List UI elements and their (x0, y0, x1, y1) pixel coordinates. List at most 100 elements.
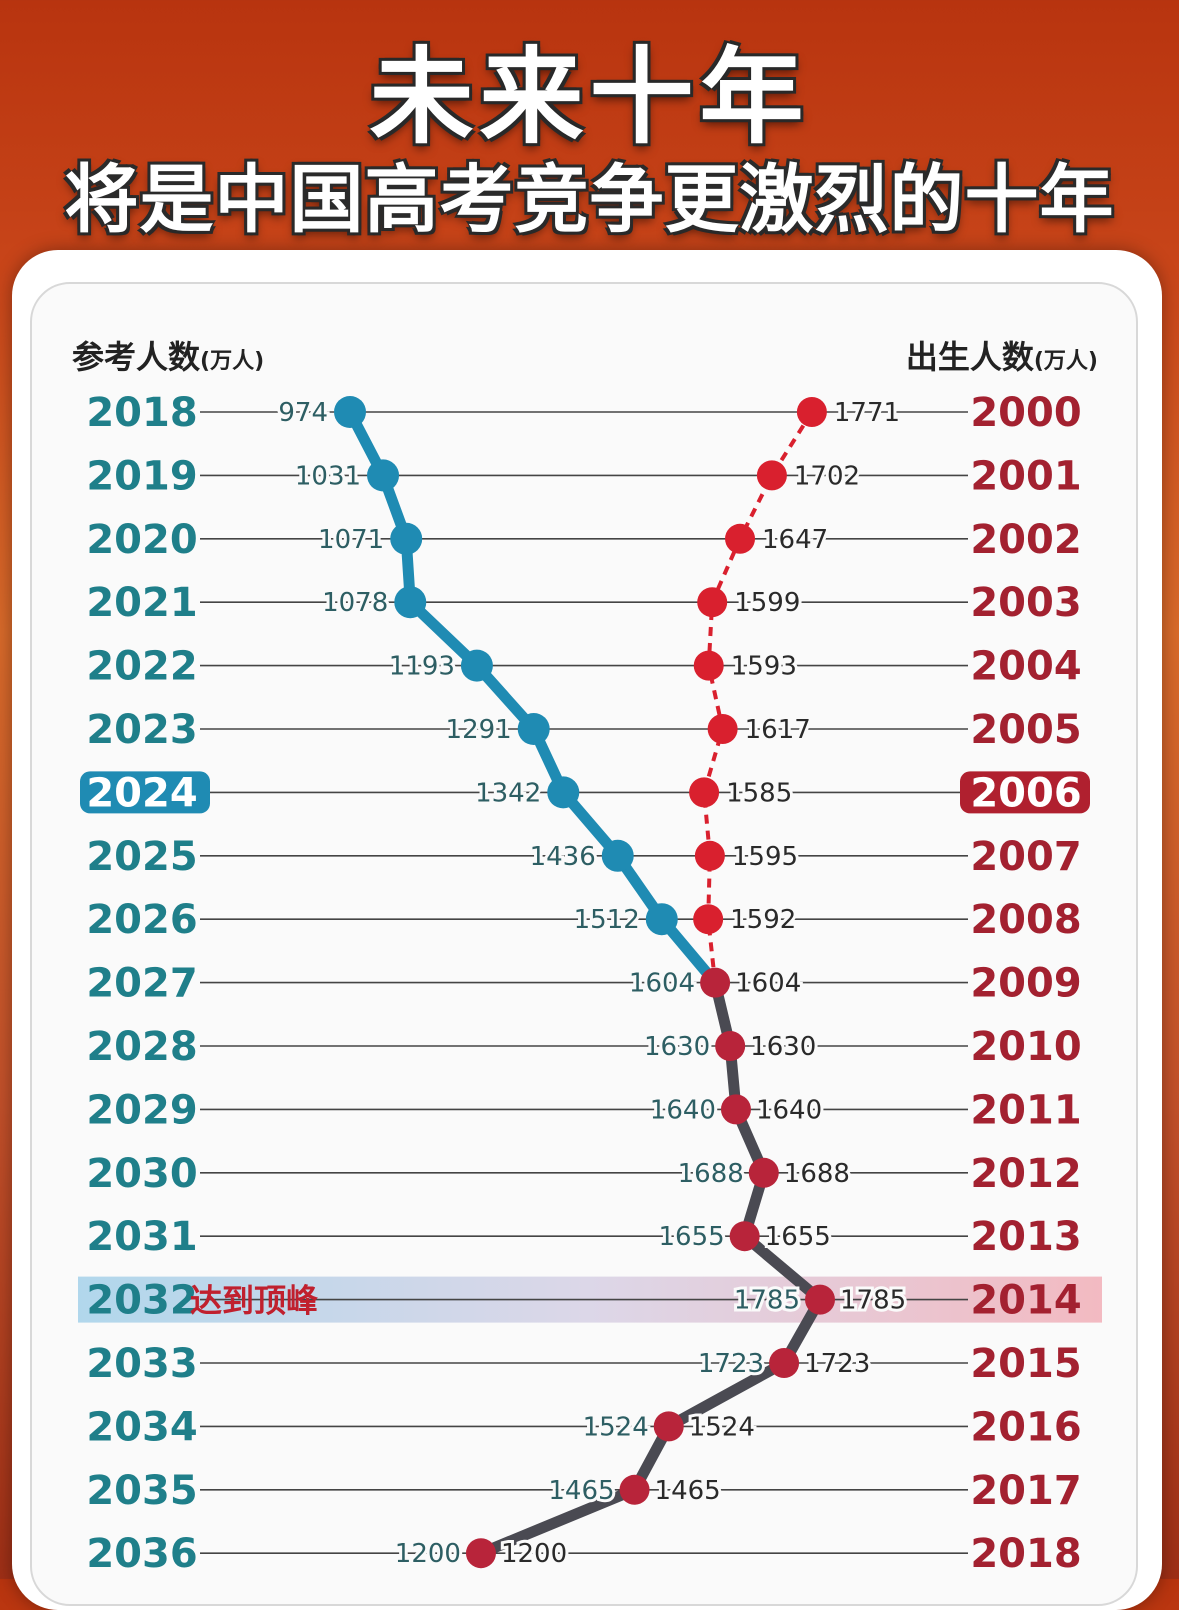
birth-year-label: 2008 (970, 897, 1081, 943)
birth-year-label: 2010 (970, 1024, 1081, 1070)
exam-year-label: 2034 (86, 1404, 197, 1450)
birth-year-label: 2004 (970, 644, 1081, 690)
page-title: 未来十年 (369, 36, 810, 158)
birth-point (689, 777, 720, 808)
exam-taker-point (601, 839, 634, 872)
left-axis-label: 参考人数(万人) (72, 338, 264, 376)
exam-year-label: 2023 (86, 707, 197, 753)
exam-year-label: 2028 (86, 1024, 197, 1070)
merged-point (715, 1031, 746, 1061)
exam-taker-point (367, 459, 400, 492)
birth-year-label: 2017 (970, 1468, 1081, 1514)
exam-taker-point (390, 522, 423, 555)
birth-value-label: 1785 (840, 1286, 906, 1316)
merged-point (729, 1221, 760, 1252)
birth-point (697, 587, 728, 618)
exam-taker-value-label: 1200 (395, 1539, 461, 1569)
merged-point (805, 1284, 835, 1315)
birth-year-label: 2002 (970, 517, 1081, 563)
exam-year-label: 2022 (86, 644, 197, 690)
exam-taker-value-label: 1524 (583, 1412, 649, 1442)
birth-value-label: 1524 (689, 1412, 755, 1442)
birth-value-label: 1630 (750, 1032, 816, 1062)
exam-taker-value-label: 974 (278, 398, 328, 428)
merged-point (465, 1538, 496, 1569)
exam-taker-point (517, 713, 550, 745)
birth-year-label: 2016 (970, 1404, 1081, 1450)
birth-value-label: 1655 (765, 1222, 831, 1252)
exam-taker-value-label: 1723 (698, 1349, 764, 1379)
birth-year-label: 2001 (970, 453, 1081, 499)
exam-taker-value-label: 1630 (644, 1032, 710, 1062)
birth-year-label: 2012 (970, 1151, 1081, 1197)
exam-taker-point (334, 396, 366, 428)
merged-point (619, 1474, 650, 1505)
birth-point (796, 397, 827, 427)
series-line-merged (475, 977, 826, 1559)
exam-year-label: 2020 (86, 517, 197, 563)
exam-taker-value-label: 1688 (678, 1159, 744, 1189)
birth-year-label: 2018 (970, 1531, 1081, 1577)
current-year-badge-right (960, 771, 1090, 814)
birth-year-label: 2003 (970, 580, 1081, 626)
birth-value-label: 1723 (804, 1349, 870, 1379)
birth-year-label: 2011 (970, 1087, 1081, 1133)
exam-taker-point (460, 649, 493, 682)
exam-year-label: 2027 (86, 961, 197, 1007)
exam-taker-value-label: 1071 (318, 525, 384, 555)
exam-taker-value-label: 1655 (658, 1222, 724, 1252)
exam-year-label: 2033 (86, 1341, 197, 1387)
birth-value-label: 1593 (731, 652, 797, 682)
exam-year-label: 2024 (86, 770, 197, 816)
exam-taker-value-label: 1193 (389, 652, 455, 682)
birth-point (707, 714, 738, 744)
birth-value-label: 1592 (730, 905, 796, 935)
exam-year-label: 2021 (86, 580, 197, 626)
peak-annotation: 达到顶峰 (190, 1282, 318, 1320)
birth-year-label: 2007 (970, 834, 1081, 880)
exam-year-label: 2036 (86, 1531, 197, 1577)
merged-point (748, 1157, 779, 1188)
birth-value-label: 1617 (745, 715, 811, 745)
birth-point (693, 650, 724, 681)
birth-value-label: 1200 (501, 1539, 567, 1569)
exam-year-label: 2035 (86, 1468, 197, 1514)
exam-taker-point (394, 586, 427, 619)
birth-value-label: 1465 (655, 1476, 721, 1506)
birth-value-label: 1647 (762, 525, 828, 555)
merged-point (653, 1411, 684, 1442)
merged-point (720, 1094, 751, 1125)
birth-value-label: 1640 (756, 1095, 822, 1125)
birth-year-label: 2005 (970, 707, 1081, 753)
birth-point (693, 904, 724, 935)
exam-year-label: 2025 (86, 834, 197, 880)
birth-value-label: 1595 (732, 842, 798, 872)
birth-value-label: 1771 (834, 398, 900, 428)
birth-year-label: 2000 (970, 390, 1081, 436)
exam-taker-value-label: 1031 (295, 461, 361, 491)
exam-year-label: 2032 (86, 1278, 197, 1324)
series-line-births (702, 410, 814, 983)
exam-year-label: 2030 (86, 1151, 197, 1197)
birth-value-label: 1702 (794, 461, 860, 491)
birth-year-label: 2009 (970, 961, 1081, 1007)
exam-taker-value-label: 1512 (574, 905, 640, 935)
current-year-badge-left (80, 771, 210, 814)
exam-taker-value-label: 1078 (322, 588, 388, 618)
merged-point (769, 1348, 800, 1378)
exam-year-label: 2018 (86, 390, 197, 436)
birth-value-label: 1585 (726, 778, 792, 808)
birth-point (756, 460, 787, 491)
birth-value-label: 1688 (784, 1159, 850, 1189)
exam-taker-value-label: 1291 (446, 715, 512, 745)
exam-taker-value-label: 1785 (734, 1286, 800, 1316)
exam-taker-value-label: 1604 (629, 969, 695, 999)
series-line-exam-takers (344, 406, 721, 989)
birth-year-label: 2015 (970, 1341, 1081, 1387)
birth-year-label: 2013 (970, 1214, 1081, 1260)
exam-taker-point (547, 776, 580, 809)
birth-value-label: 1604 (735, 969, 801, 999)
birth-year-label: 2014 (970, 1278, 1081, 1324)
exam-year-label: 2031 (86, 1214, 197, 1260)
exam-taker-point (645, 903, 678, 936)
